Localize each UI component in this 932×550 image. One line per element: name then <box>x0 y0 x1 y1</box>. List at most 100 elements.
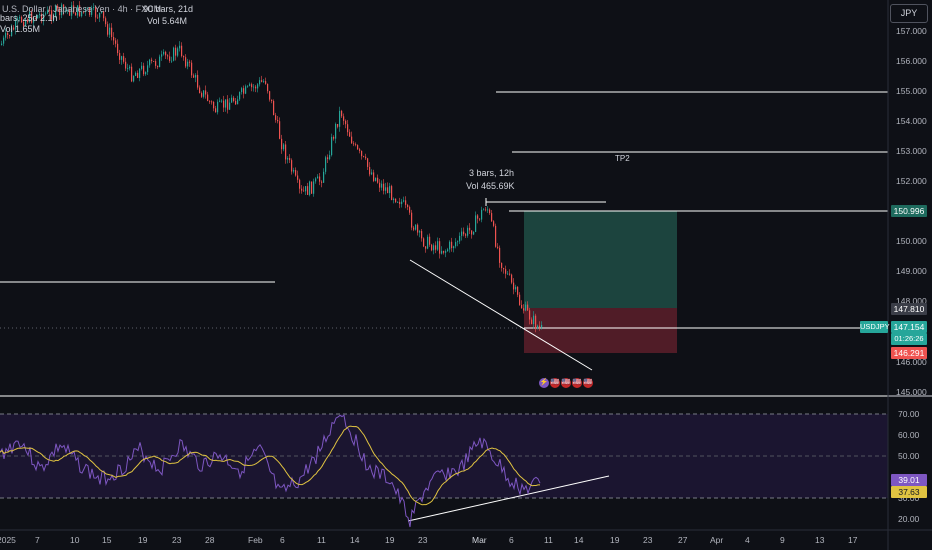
candle-body <box>493 221 495 226</box>
candle-body <box>71 5 73 16</box>
candle-body <box>305 186 307 192</box>
time-tick: 17 <box>848 535 858 545</box>
candle-body <box>215 108 217 113</box>
candle-body <box>409 207 411 213</box>
measure2-bars: 3 bars, 12h <box>469 168 515 178</box>
candle-body <box>531 319 533 325</box>
candle-body <box>415 224 417 230</box>
candle-body <box>325 157 327 172</box>
candle-body <box>57 5 59 9</box>
rsi-value-tag: 39.01 <box>891 474 927 486</box>
candle-body <box>519 294 521 305</box>
event-us-flag-icon[interactable]: 🇺🇸 <box>583 378 593 388</box>
candle-body <box>323 171 325 183</box>
candle-body <box>297 175 299 180</box>
rsi-trendline[interactable] <box>407 475 610 522</box>
candle-body <box>263 81 265 82</box>
candle-body <box>489 209 491 214</box>
candle-body <box>285 144 287 160</box>
candle-body <box>137 72 139 78</box>
candle-body <box>349 132 351 137</box>
candle-body <box>191 62 193 76</box>
stop-price-tag[interactable]: 146.291 <box>891 347 927 359</box>
time-tick: 19 <box>138 535 148 545</box>
candle-body <box>275 115 277 120</box>
time-tick: 23 <box>172 535 182 545</box>
candle-body <box>21 16 23 23</box>
candle-body <box>65 10 67 12</box>
candle-body <box>365 156 367 159</box>
candle-body <box>495 225 497 247</box>
candles-group[interactable] <box>1 0 543 333</box>
current-price-tag[interactable]: 147.154 <box>891 321 927 333</box>
candle-body <box>459 235 461 242</box>
candle-body <box>255 86 257 89</box>
candle-body <box>319 176 321 182</box>
candle-body <box>153 61 155 62</box>
entry-price-tag[interactable]: 147.810 <box>891 303 927 315</box>
candle-body <box>395 198 397 203</box>
candle-body <box>329 155 331 160</box>
event-us-flag-icon[interactable]: 🇺🇸 <box>561 378 571 388</box>
loss-zone[interactable] <box>524 308 677 353</box>
candle-body <box>27 19 29 23</box>
event-us-flag-icon[interactable]: 🇺🇸 <box>572 378 582 388</box>
candle-body <box>281 138 283 150</box>
candle-body <box>55 5 57 17</box>
candle-body <box>125 61 127 69</box>
event-us-flag-icon[interactable]: 🇺🇸 <box>550 378 560 388</box>
candle-body <box>43 14 45 22</box>
price-tick: 150.000 <box>896 236 927 246</box>
currency-button[interactable]: JPY <box>890 4 928 23</box>
time-tick: 4 <box>745 535 750 545</box>
candle-body <box>79 5 81 17</box>
candle-body <box>243 88 245 94</box>
candle-body <box>131 66 133 82</box>
candle-body <box>315 178 317 182</box>
time-tick: Feb <box>248 535 263 545</box>
candle-body <box>149 59 151 66</box>
price-trendline[interactable] <box>409 259 593 371</box>
measure2-vol: Vol 465.69K <box>466 181 515 191</box>
candle-body <box>61 4 63 16</box>
candle-body <box>85 8 87 13</box>
candle-body <box>383 183 385 191</box>
candle-body <box>279 121 281 139</box>
profit-zone[interactable] <box>524 211 677 308</box>
candle-body <box>105 18 107 25</box>
candle-body <box>375 177 377 181</box>
candle-body <box>399 201 401 205</box>
time-tick: 19 <box>385 535 395 545</box>
time-tick: 2025 <box>0 535 16 545</box>
target-price-tag[interactable]: 150.996 <box>891 205 927 217</box>
candle-body <box>455 242 457 247</box>
symbol-title[interactable]: U.S. Dollar / Japanese Yen · 4h · FXCM <box>2 4 162 14</box>
candle-body <box>343 116 345 121</box>
time-tick: 9 <box>780 535 785 545</box>
candle-body <box>87 7 89 9</box>
candle-body <box>189 61 191 63</box>
candle-body <box>471 230 473 235</box>
price-tick: 156.000 <box>896 56 927 66</box>
candle-body <box>205 90 207 95</box>
rsi-tick: 70.00 <box>898 409 920 419</box>
candle-body <box>345 120 347 125</box>
time-tick: 11 <box>317 535 326 545</box>
candle-body <box>447 249 449 252</box>
candle-body <box>5 32 7 38</box>
candle-body <box>177 48 179 56</box>
candle-body <box>235 101 237 105</box>
candle-body <box>289 158 291 161</box>
candle-body <box>73 5 75 13</box>
candle-body <box>209 100 211 102</box>
candle-body <box>295 170 297 176</box>
candle-body <box>161 54 163 57</box>
candle-body <box>417 224 419 233</box>
event-lightning-icon[interactable]: ⚡ <box>539 378 549 388</box>
candle-body <box>535 315 537 329</box>
candle-body <box>93 6 95 9</box>
rsi-tick: 20.00 <box>898 514 920 524</box>
candle-body <box>477 215 479 219</box>
left-measure-bars: bars, 25d 2.1h <box>0 13 58 23</box>
